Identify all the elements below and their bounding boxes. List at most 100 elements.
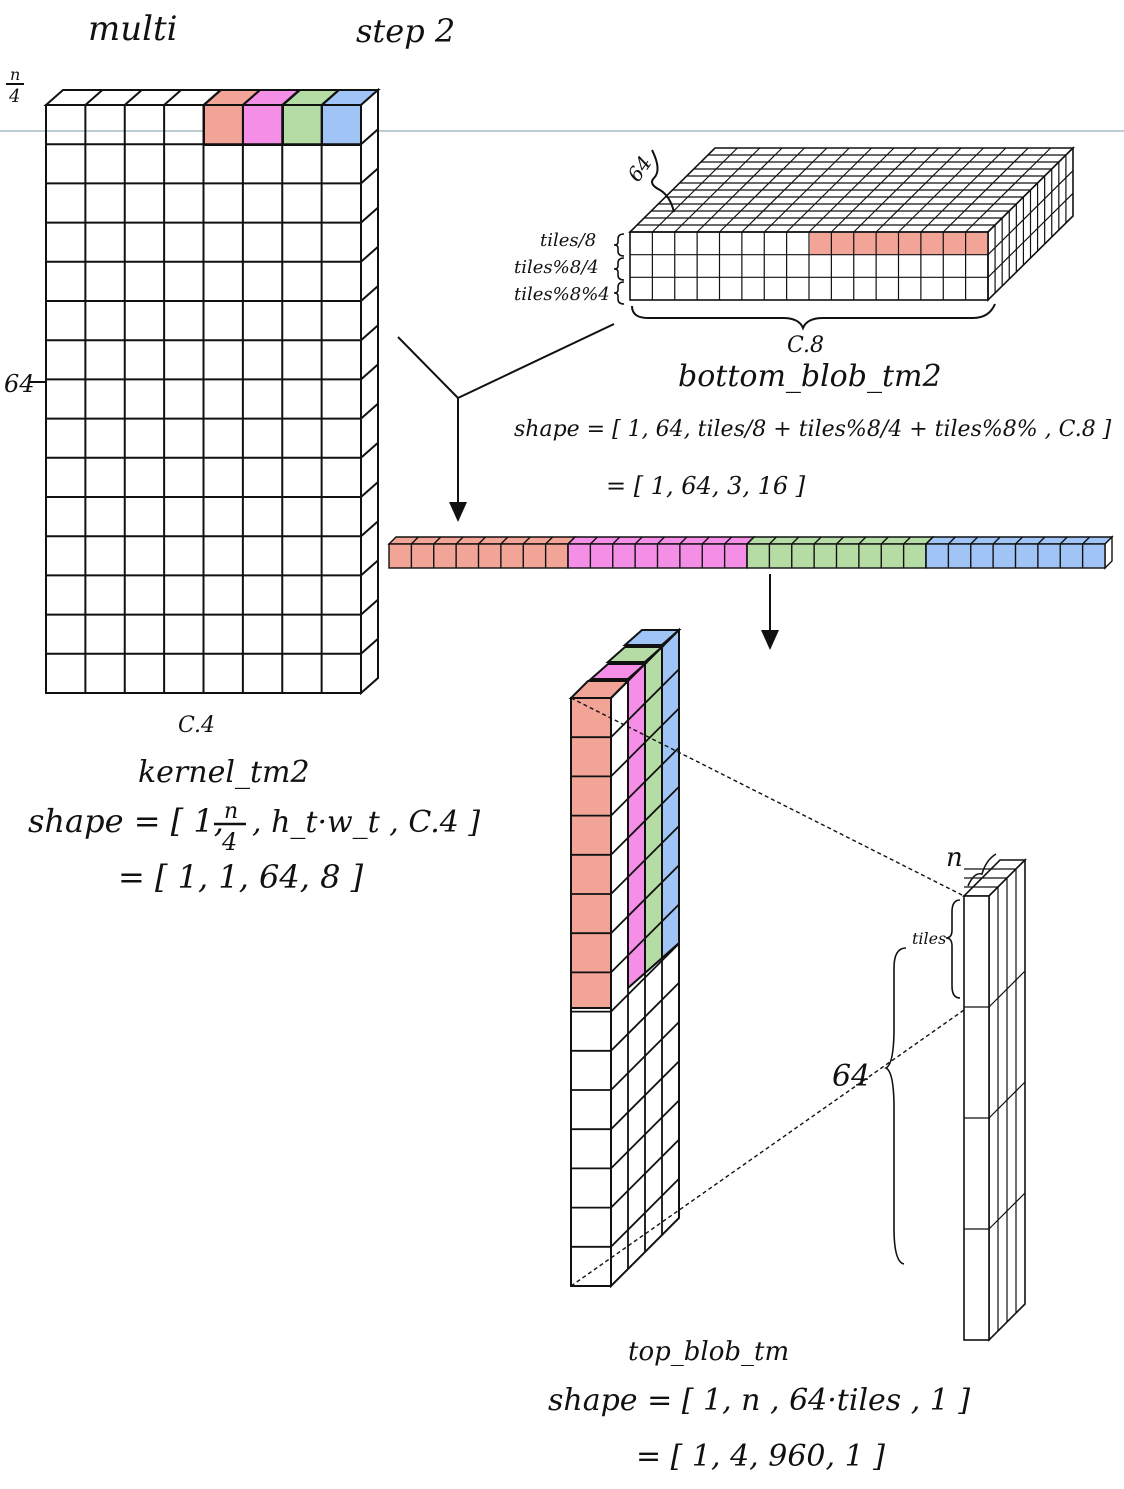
bottom-row-label-1: tiles%8/4	[514, 257, 599, 278]
kernel-side-row-line	[360, 246, 379, 263]
strip-top-cell-line	[657, 536, 665, 545]
column-white-front	[570, 1007, 612, 1287]
merge-arrow-head	[449, 502, 467, 522]
kernel-top-col-line	[163, 89, 182, 106]
strip-top-cell-line	[478, 536, 486, 545]
strip-top-cell-line	[947, 536, 956, 545]
output-grid	[964, 868, 1026, 1331]
strip-top-cell-line	[813, 536, 822, 545]
kernel-side-row-line	[360, 128, 379, 145]
projection-line-top	[570, 697, 965, 897]
kernel-cell-red	[203, 104, 244, 146]
kernel-cols-label: C.4	[178, 713, 215, 738]
kernel-name: kernel_tm2	[138, 755, 310, 790]
bottom-cols-brace	[631, 303, 996, 331]
strip-top-cell-line	[701, 536, 710, 545]
kernel-shape-4: 4	[221, 828, 237, 856]
strip-grid	[410, 536, 1091, 568]
kernel-rows-label: 64	[4, 370, 35, 398]
strip-top-cell-line	[836, 536, 844, 545]
kernel-shape-n: n	[224, 799, 238, 824]
kernel-top-col-line	[84, 89, 104, 106]
top-shape-line2: = [ 1, 4, 960, 1 ]	[636, 1439, 885, 1474]
kernel-side-row-line	[360, 442, 379, 459]
top-depth-brace	[884, 947, 907, 1265]
strip-top-cell-line	[1015, 536, 1023, 545]
bottom-shape-line1: shape = [ 1, 64, tiles/8 + tiles%8/4 + t…	[514, 417, 1112, 442]
bottom-front-grid	[630, 232, 988, 300]
kernel-grid	[46, 89, 379, 693]
kernel-side-row-line	[360, 324, 379, 341]
title-text: multi	[88, 9, 178, 49]
column-red-front	[570, 697, 612, 1009]
strip-top-cell-line	[1037, 536, 1046, 545]
merge-arrow-left-arm	[397, 336, 459, 399]
strip-top-cell-line	[992, 536, 1001, 545]
strip-top-cell-line	[455, 536, 464, 545]
strip-top-cell-line	[410, 536, 419, 545]
strip-top-cell-line	[746, 536, 755, 545]
strip-top-cell-line	[433, 536, 442, 545]
kernel-block	[43, 87, 381, 696]
strip-top-cell-line	[970, 536, 979, 545]
output-block	[962, 858, 1027, 1342]
merge-arrow	[397, 323, 615, 502]
strip-top-cell-line	[724, 536, 733, 545]
strip-top-cell-line	[880, 536, 889, 545]
strip-top-cell-line	[567, 536, 576, 545]
kernel-shape-line1-b: , h_t·w_t , C.4 ]	[252, 805, 480, 840]
flattened-strip	[387, 535, 1114, 570]
top-name: top_blob_tm	[628, 1337, 789, 1367]
strip-top-cell-line	[634, 536, 643, 545]
strip-top-cell-line	[858, 536, 867, 545]
column-front-face	[570, 697, 612, 1287]
top-depth-label: 64	[832, 1059, 870, 1094]
kernel-side-row-line	[360, 363, 379, 381]
kernel-shape-line2: = [ 1, 1, 64, 8 ]	[118, 858, 364, 896]
kernel-top-col-line	[124, 89, 143, 106]
kernel-cell-blue	[321, 104, 362, 146]
bottom-blob-block	[628, 146, 1075, 302]
bottom-row-label-0: tiles/8	[540, 230, 596, 251]
column-blue-front	[661, 627, 680, 961]
kernel-top-col-line	[202, 89, 222, 106]
strip-top-cell-line	[545, 536, 554, 545]
kernel-side-row-line	[360, 402, 379, 420]
top-shape-line1: shape = [ 1, n , 64·tiles , 1 ]	[548, 1383, 970, 1418]
strip-top-cell-line	[791, 536, 800, 545]
strip-top-cell-line	[1059, 536, 1068, 545]
kernel-side-row-line	[360, 206, 379, 224]
down-arrow-head	[761, 630, 779, 650]
kernel-side-row-line	[360, 167, 379, 185]
projection-line-bottom	[570, 1009, 965, 1287]
strip-top-cell-line	[903, 536, 912, 545]
bottom-side-grid	[987, 155, 1074, 293]
kernel-top-col-line	[242, 89, 261, 106]
strip-top-cell-line	[925, 536, 934, 545]
strip-top-cell-line	[1082, 536, 1091, 545]
strip-top-cell-line	[522, 536, 531, 545]
merge-arrow-right-arm	[457, 323, 615, 399]
column-grid	[571, 647, 680, 1269]
bottom-row-brace-2	[613, 281, 625, 305]
step-text: step 2	[356, 12, 455, 50]
bottom-row-label-2: tiles%8%4	[514, 284, 610, 305]
top-n-brace	[967, 853, 997, 887]
kernel-side-row-line	[360, 598, 379, 616]
kernel-side-row-line	[360, 638, 379, 655]
bottom-row-brace-1	[613, 257, 625, 281]
bottom-row-brace-0	[613, 233, 625, 257]
strip-top-cell-line	[612, 536, 621, 545]
strip-top-cell-line	[589, 536, 598, 545]
kernel-top-col-line	[281, 89, 300, 106]
kernel-side-row-line	[360, 520, 379, 537]
strip-top-cell-line	[500, 536, 509, 545]
strip-top-cell-line	[679, 536, 688, 545]
bottom-name: bottom_blob_tm2	[678, 359, 942, 394]
kernel-side-row-line	[360, 285, 379, 302]
top-tiles-label: tiles	[912, 929, 946, 948]
strip-top-cell-line	[768, 536, 777, 545]
top-n-label: n	[946, 843, 963, 873]
bottom-cols-label: C.8	[787, 333, 824, 358]
kernel-shape-line1-a: shape = [ 1,	[28, 802, 224, 840]
